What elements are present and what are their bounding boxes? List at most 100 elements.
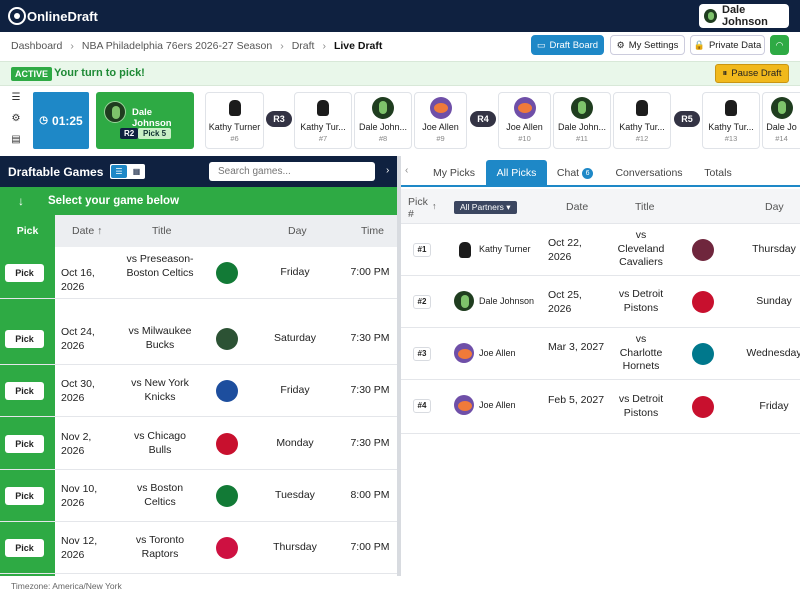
game-day: Friday xyxy=(280,384,310,396)
pause-draft-button[interactable]: ⏸ Pause Draft xyxy=(715,64,789,83)
pick-game-button[interactable]: Pick xyxy=(5,330,44,348)
search-input[interactable] xyxy=(209,162,375,181)
tab-my-picks[interactable]: My Picks xyxy=(433,167,475,179)
pick-day: Friday xyxy=(759,400,789,412)
panel-divider-scrollbar[interactable] xyxy=(397,156,401,576)
column-header-pick-number[interactable]: Pick # xyxy=(408,196,428,220)
chevron-left-icon[interactable]: ‹ xyxy=(405,165,409,176)
game-day: Tuesday xyxy=(275,489,315,501)
picks-table-header: Pick # ↑ All Partners ▾ Date Title Day xyxy=(401,189,800,224)
pause-icon: ⏸ xyxy=(722,68,728,79)
connection-status-button[interactable]: ◠ xyxy=(770,35,789,55)
pick-ticker-card[interactable]: Dale Jo #14 xyxy=(762,92,800,149)
game-date: Nov 10, 2026 xyxy=(61,483,98,509)
pick-game-button[interactable]: Pick xyxy=(5,539,44,557)
team-logo xyxy=(692,343,714,365)
team-logo xyxy=(692,239,714,261)
partners-filter-dropdown[interactable]: All Partners ▾ xyxy=(454,201,517,214)
pick-ticker-card[interactable]: Joe Allen #10 xyxy=(498,92,551,149)
game-time: 7:30 PM xyxy=(350,437,390,449)
chevron-right-icon: › xyxy=(280,40,284,52)
column-header-time[interactable]: Time xyxy=(361,225,384,237)
column-header-title[interactable]: Title xyxy=(152,225,172,237)
pick-row: #4 Joe Allen Feb 5, 2027 vs Detroit Pist… xyxy=(401,380,800,434)
pick-row: #1 Kathy Turner Oct 22, 2026 vs Clevelan… xyxy=(401,224,800,276)
app-logo[interactable]: OnlineDraft xyxy=(8,6,98,26)
column-header-title[interactable]: Title xyxy=(635,201,655,213)
tab-conversations[interactable]: Conversations xyxy=(615,167,683,179)
column-header-date[interactable]: Date xyxy=(566,201,589,213)
draft-board-button[interactable]: ▭ Draft Board xyxy=(531,35,604,55)
pick-ticker-card[interactable]: Dale John... #8 xyxy=(354,92,412,149)
pick-ticker-card[interactable]: Joe Allen #9 xyxy=(414,92,467,149)
list-order-icon[interactable]: ☰ xyxy=(11,92,21,103)
private-data-button[interactable]: 🔒 Private Data xyxy=(690,35,765,55)
pick-title: vs Charlotte Hornets xyxy=(619,333,663,372)
team-logo xyxy=(692,396,714,418)
breadcrumb-season[interactable]: NBA Philadelphia 76ers 2026-27 Season xyxy=(81,40,273,52)
gear-icon[interactable]: ⚙ xyxy=(11,113,21,124)
my-settings-button[interactable]: ⚙ My Settings xyxy=(610,35,685,55)
panel-title: Draftable Games xyxy=(8,165,104,179)
pick-ticker-card[interactable]: Dale John... #11 xyxy=(553,92,611,149)
calendar-view-icon[interactable]: ▦ xyxy=(132,167,141,176)
tab-chat[interactable]: Chat 6 xyxy=(549,160,601,187)
pick-game-button[interactable]: Pick xyxy=(5,487,44,505)
select-game-banner: ↓ Select your game below xyxy=(0,187,397,215)
pick-ticker-card[interactable]: Kathy Tur... #7 xyxy=(294,92,352,149)
clipboard-icon[interactable]: ▤ xyxy=(11,134,21,145)
game-date: Oct 24, 2026 xyxy=(61,326,95,352)
select-prompt: Select your game below xyxy=(48,195,180,207)
pick-ticker-card[interactable]: Kathy Tur... #13 xyxy=(702,92,760,149)
tab-totals[interactable]: Totals xyxy=(704,167,732,179)
chevron-right-icon[interactable]: › xyxy=(386,165,390,176)
picks-tabs: ‹ My Picks All Picks Chat 6 Conversations… xyxy=(401,156,800,187)
game-title: vs Chicago Bulls xyxy=(134,430,186,456)
avatar xyxy=(571,97,593,119)
game-time: 7:00 PM xyxy=(350,541,390,553)
pick-number: #2 xyxy=(413,295,431,309)
current-pick-card: Dale Johnson R2 Pick 5 xyxy=(96,92,194,149)
column-header-day[interactable]: Day xyxy=(765,201,784,213)
picker-name: Joe Allen xyxy=(479,348,516,358)
pick-ticker-card[interactable]: Kathy Turner #6 xyxy=(205,92,264,149)
current-picker-name: Dale Johnson xyxy=(132,107,172,129)
clock-icon: ◷ xyxy=(39,115,49,126)
team-logo xyxy=(216,485,238,507)
avatar xyxy=(454,239,474,259)
breadcrumb-draft[interactable]: Draft xyxy=(291,40,315,52)
logo-text: OnlineDraft xyxy=(27,8,98,24)
game-row: Pick Oct 16, 2026 vs Preseason-Boston Ce… xyxy=(0,247,397,299)
pick-game-button[interactable]: Pick xyxy=(5,382,44,400)
unread-count-badge: 6 xyxy=(582,168,594,179)
sort-arrow-icon[interactable]: ↑ xyxy=(432,201,437,211)
side-toolbar: ☰ ⚙ ▤ xyxy=(7,92,25,155)
user-menu-button[interactable]: Dale Johnson xyxy=(699,4,789,28)
list-view-icon[interactable]: ☰ xyxy=(111,165,127,178)
game-day: Friday xyxy=(280,266,310,278)
tab-all-picks[interactable]: All Picks xyxy=(486,160,547,187)
pick-date: Oct 22, 2026 xyxy=(548,237,582,263)
team-logo xyxy=(692,291,714,313)
game-date: Nov 2, 2026 xyxy=(61,431,92,457)
wifi-icon: ◠ xyxy=(775,39,784,50)
draftable-games-header: Draftable Games ☰ ▦ › xyxy=(0,156,399,187)
pick-date: Feb 5, 2027 xyxy=(548,394,605,406)
avatar xyxy=(429,97,452,119)
breadcrumb: Dashboard › NBA Philadelphia 76ers 2026-… xyxy=(11,39,382,53)
pick-game-button[interactable]: Pick xyxy=(5,435,44,453)
breadcrumb-dashboard[interactable]: Dashboard xyxy=(11,40,63,52)
avatar xyxy=(372,97,394,119)
pick-ticker-card[interactable]: Kathy Tur... #12 xyxy=(613,92,671,149)
user-avatar xyxy=(704,9,717,23)
team-logo xyxy=(216,537,238,559)
team-logo xyxy=(216,380,238,402)
status-badge: ACTIVE xyxy=(11,67,53,81)
column-header-date[interactable]: Date ↑ xyxy=(72,225,103,237)
view-toggle: ☰ ▦ xyxy=(110,164,145,179)
game-row: Pick Nov 2, 2026 vs Chicago Bulls Monday… xyxy=(0,418,397,470)
pick-row: #3 Joe Allen Mar 3, 2027 vs Charlotte Ho… xyxy=(401,328,800,380)
column-header-day[interactable]: Day xyxy=(288,225,307,237)
avatar xyxy=(104,101,126,123)
pick-game-button[interactable]: Pick xyxy=(5,264,44,282)
